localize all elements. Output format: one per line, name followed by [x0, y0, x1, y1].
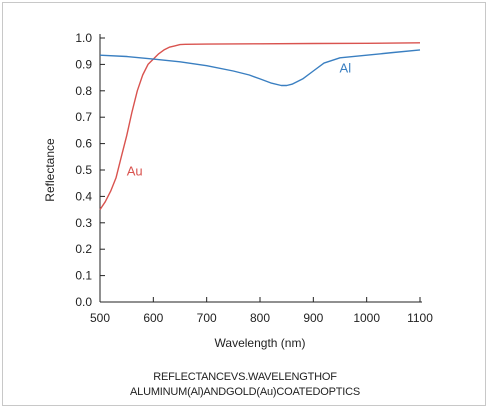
x-tick-label: 1000 [353, 311, 380, 325]
figure-caption: REFLECTANCEVS.WAVELENGTHOF ALUMINUM(Al)A… [0, 370, 490, 400]
y-tick-label: 0.1 [75, 269, 92, 283]
y-tick-label: 0.5 [75, 163, 92, 177]
y-tick-label: 0.2 [75, 242, 92, 256]
x-tick-label: 1100 [407, 311, 433, 325]
x-tick-label: 700 [197, 311, 217, 325]
series-label-al: Al [340, 60, 352, 75]
figure-frame [2, 2, 486, 406]
caption-line-1: REFLECTANCEVS.WAVELENGTHOF [153, 371, 337, 383]
x-tick-label: 800 [250, 311, 270, 325]
x-axis-label: Wavelength (nm) [215, 336, 306, 350]
y-tick-label: 0.7 [75, 110, 92, 124]
reflectance-chart: 0.0 0.1 0.2 0.3 0.4 0.5 0.6 0.7 0.8 0.9 1.0 500 600 7… [43, 31, 433, 350]
x-tick-label: 900 [303, 311, 323, 325]
y-tick-label: 0.8 [75, 84, 92, 98]
y-tick-label: 1.0 [75, 31, 92, 45]
y-tick-label: 0.3 [75, 216, 92, 230]
x-tick-label: 500 [90, 311, 110, 325]
y-tick-label: 0.0 [75, 295, 92, 309]
y-tick-label: 0.4 [75, 189, 92, 203]
series-line-au [99, 42, 421, 210]
x-tick-label: 600 [143, 311, 163, 325]
series-label-au: Au [127, 163, 143, 178]
y-axis-label: Reflectance [43, 138, 57, 202]
series-line-al [99, 49, 421, 87]
y-tick-label: 0.6 [75, 137, 92, 151]
y-tick-label: 0.9 [75, 57, 92, 71]
caption-line-2: ALUMINUM(Al)ANDGOLD(Au)COATEDOPTICS [130, 386, 360, 398]
